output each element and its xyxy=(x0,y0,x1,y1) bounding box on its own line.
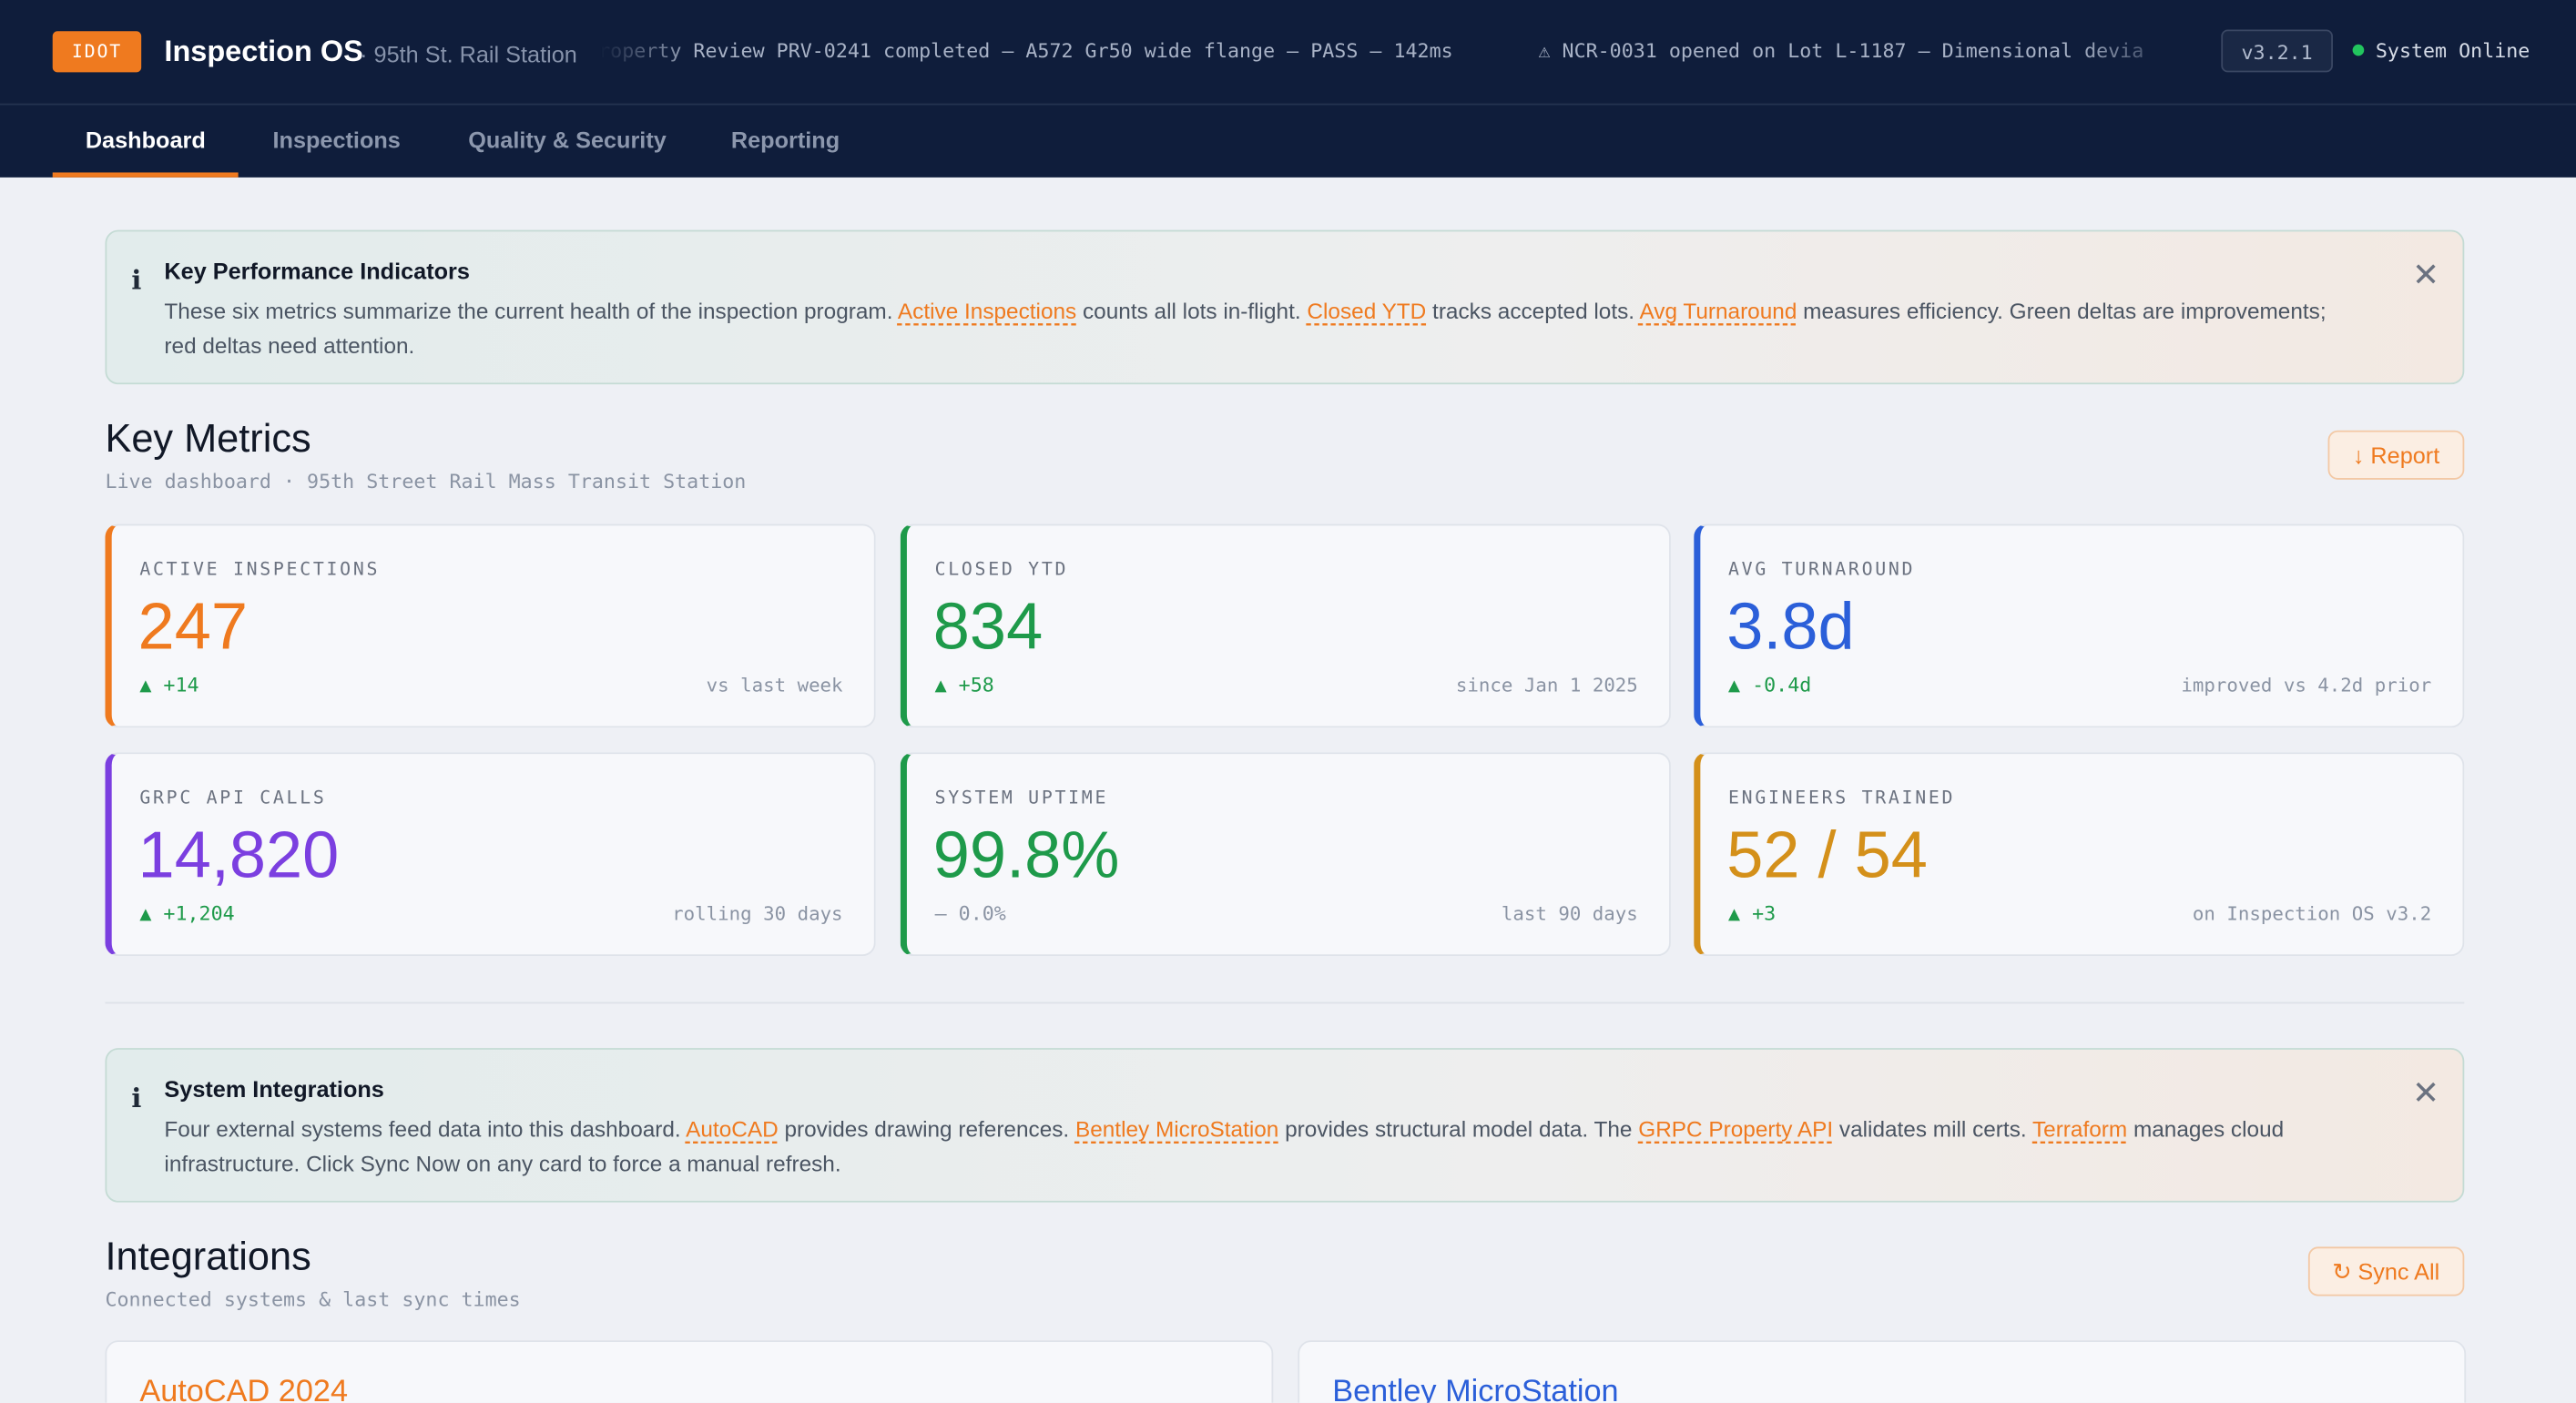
info-title: Key Performance Indicators xyxy=(164,258,470,285)
metric-note: last 90 days xyxy=(1501,901,1638,925)
ticker-item: ⚠ NCR-0031 opened on Lot L-1187 — Dimens… xyxy=(1538,39,2144,63)
metric-delta: ▲ +1,204 xyxy=(139,901,235,925)
metric-delta: — 0.0% xyxy=(934,901,1006,925)
metric-delta: ▲ -0.4d xyxy=(1728,673,1812,696)
metric-label: CLOSED YTD xyxy=(934,558,1069,580)
metric-card: GRPC API CALLS 14,820 ▲ +1,204 rolling 30 d… xyxy=(105,752,876,957)
term[interactable]: Closed YTD xyxy=(1307,299,1427,324)
integration-name: AutoCAD 2024 xyxy=(139,1375,349,1403)
metric-value: 52 / 54 xyxy=(1726,819,1928,892)
info-body: These six metrics summarize the current … xyxy=(164,294,2349,363)
metric-card: SYSTEM UPTIME 99.8% — 0.0% last 90 days xyxy=(900,752,1671,957)
metric-card: CLOSED YTD 834 ▲ +58 since Jan 1 2025 xyxy=(900,524,1671,728)
text: tracks accepted lots. xyxy=(1426,299,1640,324)
info-title: System Integrations xyxy=(164,1075,384,1103)
term[interactable]: AutoCAD xyxy=(686,1116,779,1142)
term[interactable]: GRPC Property API xyxy=(1638,1116,1834,1142)
metric-card: ACTIVE INSPECTIONS 247 ▲ +14 vs last week xyxy=(105,524,876,728)
nav-tab[interactable]: Dashboard xyxy=(52,126,239,178)
metric-card: AVG TURNAROUND 3.8d ▲ -0.4d improved vs 4.2… xyxy=(1694,524,2465,728)
metric-delta: ▲ +58 xyxy=(934,673,994,696)
metric-note: improved vs 4.2d prior xyxy=(2181,673,2432,696)
metric-delta: ▲ +14 xyxy=(139,673,199,696)
metric-label: ACTIVE INSPECTIONS xyxy=(139,558,381,580)
metric-note: rolling 30 days xyxy=(672,901,843,925)
metric-label: ENGINEERS TRAINED xyxy=(1728,787,1956,808)
metric-value: 247 xyxy=(137,591,248,664)
metric-value: 99.8% xyxy=(932,819,1120,892)
text: provides drawing references. xyxy=(778,1116,1075,1142)
integration-card: Bentley MicroStation xyxy=(1298,1340,2467,1403)
metric-note: vs last week xyxy=(706,673,843,696)
term[interactable]: Terraform xyxy=(2031,1116,2128,1142)
text: validates mill certs. xyxy=(1833,1116,2032,1142)
text: manages cloud infrastructure. Click Sync… xyxy=(164,1116,2285,1176)
text: Four external systems feed data into thi… xyxy=(164,1116,687,1142)
term[interactable]: Bentley MicroStation xyxy=(1074,1116,1279,1142)
term[interactable]: Active Inspections xyxy=(897,299,1077,324)
info-icon: i xyxy=(131,1082,142,1114)
section-title: Integrations xyxy=(105,1235,311,1280)
version: v3.2.1 xyxy=(2221,29,2333,73)
metric-value: 14,820 xyxy=(137,819,340,892)
close-button[interactable]: ✕ xyxy=(2412,1075,2440,1113)
info-box: i Key Performance Indicators These six m… xyxy=(105,229,2465,385)
metric-note: since Jan 1 2025 xyxy=(1455,673,1638,696)
nav-tab[interactable]: Reporting xyxy=(730,126,840,153)
metric-note: on Inspection OS v3.2 xyxy=(2192,901,2432,925)
divider xyxy=(105,1001,2465,1004)
text: counts all lots in-flight. xyxy=(1076,299,1308,324)
metric-value: 834 xyxy=(932,591,1044,664)
nav-tab[interactable]: Inspections xyxy=(272,126,401,153)
text: measures efficiency. Green deltas are im… xyxy=(164,299,2327,359)
integration-name: Bentley MicroStation xyxy=(1332,1375,1619,1403)
metric-label: GRPC API CALLS xyxy=(139,787,327,808)
info-icon: i xyxy=(131,264,142,296)
close-button[interactable]: ✕ xyxy=(2412,258,2440,294)
nav-tab[interactable]: Quality & Security xyxy=(468,126,667,153)
header: IDOT Inspection OS · 95th St. Rail Stati… xyxy=(0,0,2576,106)
metric-card: ENGINEERS TRAINED 52 / 54 ▲ +3 on Inspectio… xyxy=(1694,752,2465,957)
metric-value: 3.8d xyxy=(1726,591,1855,664)
text: These six metrics summarize the current … xyxy=(164,299,898,324)
info-body: Four external systems feed data into thi… xyxy=(164,1112,2349,1181)
term[interactable]: Avg Turnaround xyxy=(1639,299,1797,324)
section-subtitle: Live dashboard · 95th Street Rail Mass T… xyxy=(105,470,747,493)
section-title: Key Metrics xyxy=(105,417,311,462)
location: · 95th St. Rail Station xyxy=(360,41,577,67)
text: provides structural model data. The xyxy=(1278,1116,1639,1142)
nav-bar: Dashboard Inspections Quality & Security Re… xyxy=(0,105,2576,178)
badge: IDOT xyxy=(52,31,142,73)
status: System Online xyxy=(2353,39,2530,62)
sync-button[interactable]: ↻ Sync All xyxy=(2307,1246,2465,1296)
metric-label: SYSTEM UPTIME xyxy=(934,787,1109,808)
metric-delta: ▲ +3 xyxy=(1728,901,1777,925)
section-subtitle: Connected systems & last sync times xyxy=(105,1287,521,1311)
ticker-track: Property Review PRV-0241 completed — A57… xyxy=(600,39,2173,62)
integration-card: AutoCAD 2024 xyxy=(105,1340,1274,1403)
ticker-item: Property Review PRV-0241 completed — A57… xyxy=(599,39,1453,63)
brand: Inspection OS xyxy=(164,34,363,67)
metric-label: AVG TURNAROUND xyxy=(1728,558,1916,580)
info-box: i System Integrations Four external syst… xyxy=(105,1048,2465,1203)
ticker: Property Review PRV-0241 completed — A57… xyxy=(600,39,2185,68)
report-button[interactable]: ↓ Report xyxy=(2327,430,2465,480)
